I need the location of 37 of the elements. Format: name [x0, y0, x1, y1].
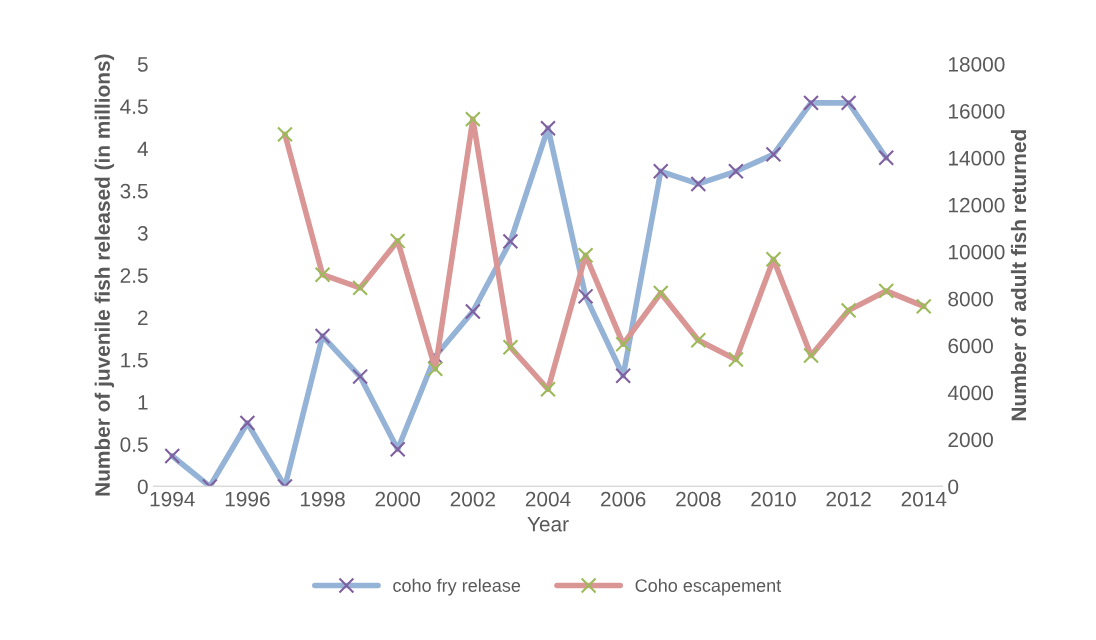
y-tick-label: 0: [137, 479, 148, 495]
y-tick-label: 0.5: [120, 437, 148, 452]
x-tick-label: 2006: [601, 491, 646, 507]
y2-tick-label: 8000: [948, 291, 993, 307]
x-axis-title: Year: [527, 517, 569, 532]
y-tick-label: 1: [138, 395, 148, 410]
y2-tick-label: 12000: [949, 197, 1005, 213]
y2-axis-title: Number of adult fish returned: [1010, 130, 1027, 421]
x-tick-label: 2010: [751, 491, 796, 507]
y-tick-label: 3.5: [120, 183, 148, 199]
y-tick-label: 1.5: [121, 352, 148, 368]
y2-tick-label: 14000: [949, 150, 1005, 166]
y-tick-label: 2.5: [120, 268, 148, 283]
y-tick-label: 4.5: [120, 99, 148, 114]
x-tick-label: 1994: [150, 491, 195, 507]
x-tick-label: 2012: [826, 491, 871, 507]
legend-label: Coho escapement: [635, 578, 782, 596]
x-tick-label: 2008: [676, 491, 721, 507]
y-tick-label: 2: [138, 310, 148, 325]
x-tick-label: 1996: [225, 491, 270, 507]
y-tick-label: 5: [137, 57, 148, 72]
y2-tick-label: 6000: [948, 338, 993, 354]
y2-tick-label: 0: [948, 479, 959, 495]
y2-tick-label: 18000: [949, 57, 1005, 72]
x-tick-label: 2004: [525, 491, 571, 507]
y2-tick-label: 16000: [949, 103, 1005, 119]
x-tick-label: 2002: [450, 491, 495, 507]
x-tick-label: 2014: [901, 491, 947, 507]
y2-tick-label: 10000: [949, 244, 1005, 260]
x-tick-label: 1998: [300, 491, 345, 507]
y-axis-title: Number of juvenile fish released (in millions): [94, 54, 115, 496]
x-tick-label: 2000: [375, 491, 421, 507]
y2-tick-label: 4000: [947, 385, 993, 401]
y-tick-label: 4: [137, 141, 148, 157]
y2-tick-label: 2000: [948, 432, 993, 448]
legend-label: coho fry release: [393, 578, 521, 596]
y-tick-label: 3: [137, 225, 148, 241]
